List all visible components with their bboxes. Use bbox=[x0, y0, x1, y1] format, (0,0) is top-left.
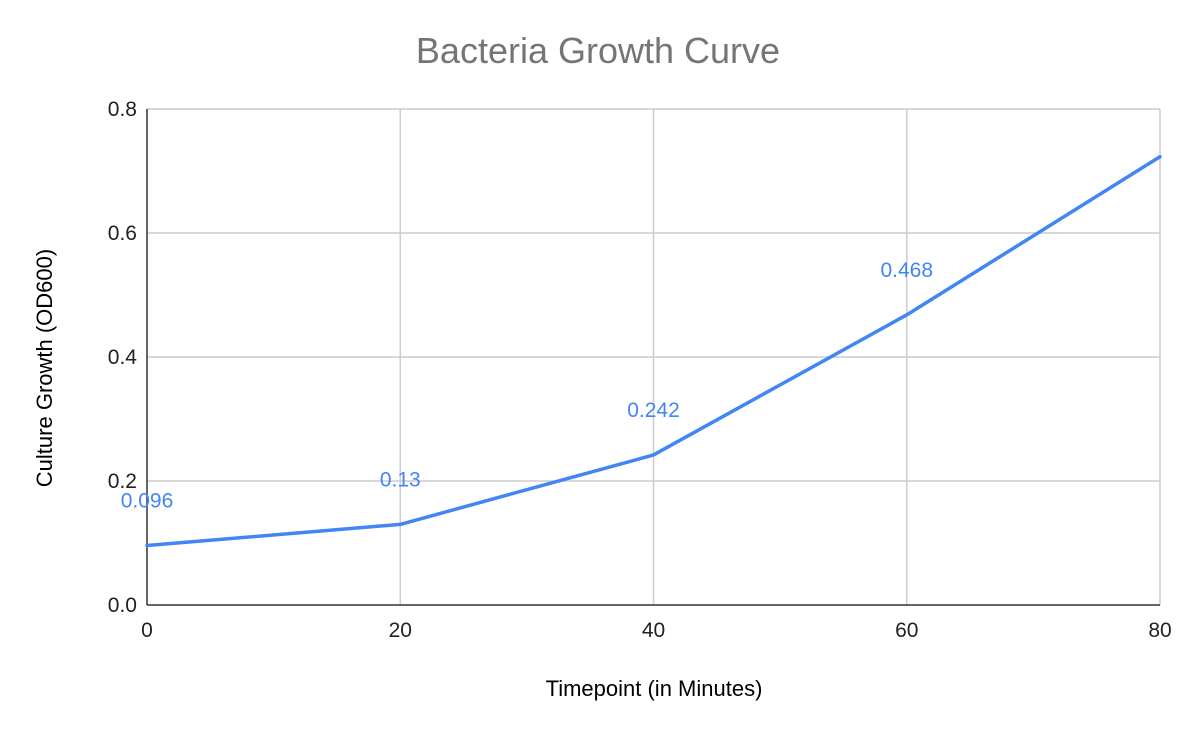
gridlines bbox=[147, 108, 1161, 605]
x-tick-label: 20 bbox=[389, 619, 412, 642]
axes bbox=[146, 109, 1160, 606]
data-label: 0.096 bbox=[121, 489, 174, 512]
y-tick-label: 0.2 bbox=[108, 470, 137, 493]
series-lines bbox=[145, 154, 1162, 548]
data-label: 0.468 bbox=[880, 259, 933, 282]
x-tick-label: 0 bbox=[141, 619, 153, 642]
y-tick-label: 0.0 bbox=[108, 594, 137, 617]
chart-title: Bacteria Growth Curve bbox=[416, 30, 780, 71]
y-tick-label: 0.4 bbox=[108, 346, 138, 369]
x-tick-label: 80 bbox=[1148, 619, 1171, 642]
x-axis-title: Timepoint (in Minutes) bbox=[546, 676, 763, 701]
data-labels: 0.096 0.13 0.242 0.468 bbox=[121, 259, 933, 513]
series-line bbox=[145, 154, 1162, 548]
y-tick-label: 0.8 bbox=[108, 98, 137, 121]
x-tick-label: 60 bbox=[895, 619, 918, 642]
tick-labels: 0.0 0.2 0.4 0.6 0.8 0 20 40 60 80 bbox=[108, 98, 1172, 642]
data-label: 0.13 bbox=[380, 468, 421, 491]
data-label: 0.242 bbox=[627, 399, 680, 422]
x-tick-label: 40 bbox=[642, 619, 665, 642]
y-axis-title: Culture Growth (OD600) bbox=[32, 249, 57, 487]
y-tick-label: 0.6 bbox=[108, 222, 137, 245]
